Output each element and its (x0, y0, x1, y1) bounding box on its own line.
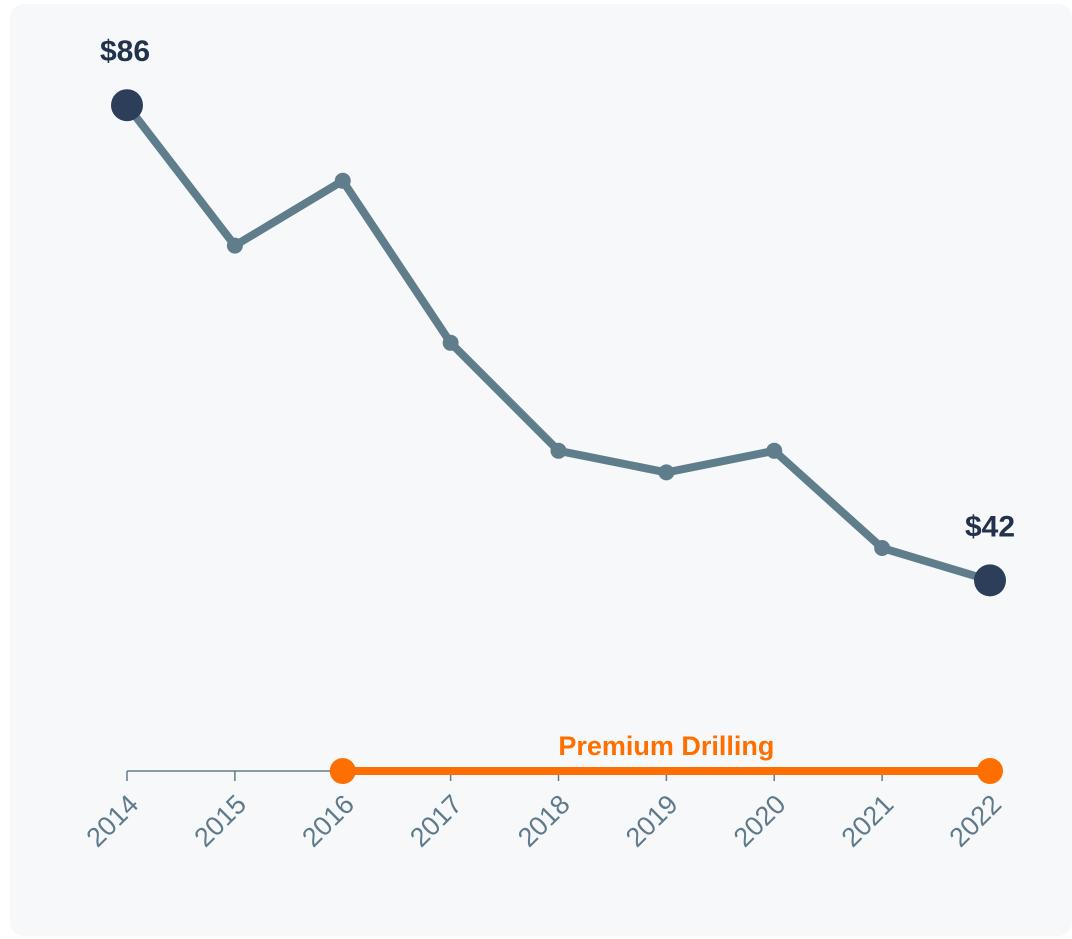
endpoint-marker (974, 564, 1006, 597)
annotation-end (977, 758, 1003, 784)
x-tick-label: 2022 (944, 789, 1008, 853)
marker (226, 237, 243, 254)
marker (874, 540, 891, 556)
marker (334, 172, 351, 189)
x-tick-label: 2016 (296, 789, 360, 853)
line (123, 102, 992, 585)
x-tick-label: 2020 (728, 789, 792, 853)
value-label: $42 (965, 510, 1015, 543)
marker (658, 464, 675, 481)
x-tick-label: 2018 (512, 789, 576, 853)
card (10, 4, 1072, 936)
x-tick-label: 2014 (81, 789, 145, 853)
x-tick-label: 2021 (836, 789, 900, 853)
marker (766, 442, 783, 459)
value-label: $86 (100, 35, 150, 68)
x-tick-label: 2015 (188, 789, 252, 853)
x-tick-label: 2017 (404, 789, 468, 853)
marker (442, 334, 459, 351)
endpoint-marker (111, 89, 143, 122)
annotation-end (329, 758, 356, 784)
marker (550, 442, 567, 459)
x-tick-label: 2019 (620, 789, 684, 853)
annotation-label: Premium Drilling (558, 731, 774, 761)
